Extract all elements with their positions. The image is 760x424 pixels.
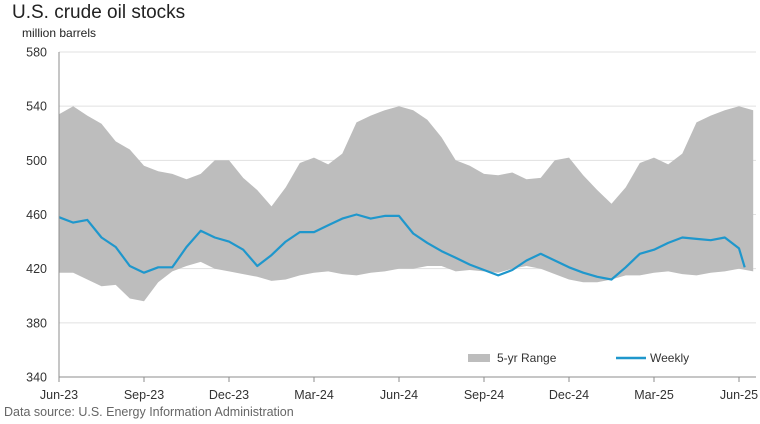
y-tick-label-540: 540 — [26, 100, 47, 114]
legend-swatch-range — [468, 354, 490, 362]
crude-oil-stocks-chart: 580 540 500 460 420 380 340 Jun-23 Sep-23 Dec-23… — [26, 46, 758, 403]
x-tick-label-Jun-25: Jun-25 — [720, 388, 758, 402]
five-year-range-band — [59, 106, 754, 302]
y-tick-labels: 580 540 500 460 420 380 340 — [26, 46, 47, 385]
x-tick-label-Sep-23: Sep-23 — [124, 388, 164, 402]
chart-title: U.S. crude oil stocks — [12, 2, 186, 23]
y-tick-label-500: 500 — [26, 154, 47, 168]
y-tick-label-580: 580 — [26, 46, 47, 60]
x-tick-label-Jun-23: Jun-23 — [40, 388, 78, 402]
legend-label-range: 5-yr Range — [497, 351, 557, 365]
y-tick-label-420: 420 — [26, 262, 47, 276]
y-tick-label-460: 460 — [26, 208, 47, 222]
x-tick-label-Mar-25: Mar-25 — [634, 388, 674, 402]
five-year-range-layer — [59, 106, 754, 302]
x-tick-label-Dec-23: Dec-23 — [209, 388, 249, 402]
x-tick-label-Mar-24: Mar-24 — [294, 388, 334, 402]
weekly-series-line — [58, 213, 746, 281]
axes — [58, 52, 756, 382]
legend-label-weekly: Weekly — [650, 351, 689, 365]
y-axis-unit-label: million barrels — [22, 26, 97, 40]
y-tick-label-380: 380 — [26, 316, 47, 330]
x-tick-label-Jun-24: Jun-24 — [380, 388, 418, 402]
x-tick-labels: Jun-23 Sep-23 Dec-23 Mar-24 Jun-24 Sep-24 Dec-… — [40, 388, 758, 402]
data-source-note: Data source: U.S. Energy Information Adm… — [4, 405, 294, 419]
y-tick-label-340: 340 — [26, 371, 47, 385]
legend: 5-yr Range Weekly — [468, 351, 689, 365]
x-tick-label-Sep-24: Sep-24 — [464, 388, 504, 402]
weekly-line-layer — [58, 213, 746, 281]
x-tick-label-Dec-24: Dec-24 — [549, 388, 589, 402]
